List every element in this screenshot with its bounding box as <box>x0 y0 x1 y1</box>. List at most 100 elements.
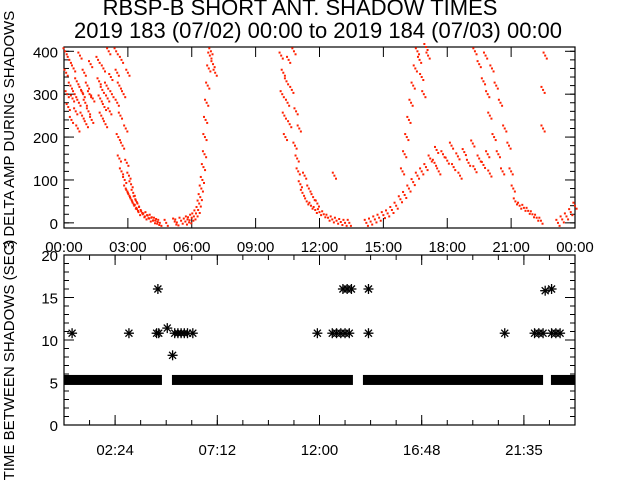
data-point <box>430 160 433 163</box>
data-point <box>116 71 119 74</box>
data-point <box>200 163 203 166</box>
data-point <box>531 213 534 216</box>
data-point <box>100 100 103 103</box>
data-point <box>140 210 143 213</box>
data-point <box>443 156 446 159</box>
data-point <box>195 212 198 215</box>
data-point <box>97 58 100 61</box>
data-point <box>376 213 379 216</box>
data-point <box>403 153 406 156</box>
data-point <box>542 88 545 91</box>
data-point <box>482 163 485 166</box>
data-point <box>90 118 93 121</box>
data-point <box>198 211 201 214</box>
data-point <box>130 188 133 191</box>
data-point <box>401 170 404 173</box>
data-point <box>83 120 86 123</box>
data-point <box>365 221 368 224</box>
data-point <box>109 76 112 79</box>
data-point <box>463 151 466 154</box>
data-point <box>72 67 75 70</box>
data-point <box>81 68 84 71</box>
data-point <box>406 115 409 118</box>
data-point <box>418 58 421 61</box>
data-point <box>213 66 216 69</box>
data-point <box>405 136 408 139</box>
data-point <box>280 54 283 57</box>
data-point <box>122 173 125 176</box>
data-point <box>80 88 83 91</box>
data-point <box>126 171 129 174</box>
data-point <box>118 167 121 170</box>
data-point <box>412 181 415 184</box>
data-point <box>447 162 450 165</box>
data-point <box>488 156 491 159</box>
bottom-plot-time-between: 0 5 10 15 20 02:24 07:12 12:00 16:48 21:35 <box>41 248 576 459</box>
data-point <box>189 213 192 216</box>
data-point <box>125 188 128 191</box>
data-point <box>418 53 421 56</box>
data-point <box>459 174 462 177</box>
data-point <box>69 61 72 64</box>
data-point <box>420 76 423 79</box>
data-point <box>403 173 406 176</box>
data-point <box>414 67 417 70</box>
plot-frame <box>63 46 576 229</box>
data-point <box>130 199 133 202</box>
data-point <box>73 100 76 103</box>
data-point <box>118 84 121 87</box>
data-point <box>288 123 291 126</box>
data-point <box>497 98 500 101</box>
data-point <box>472 47 475 50</box>
data-point <box>173 220 176 223</box>
data-point <box>133 203 136 206</box>
data-point <box>558 224 561 227</box>
data-point <box>297 170 300 173</box>
data-point <box>305 200 308 203</box>
data-point <box>495 150 498 153</box>
data-point <box>311 207 314 210</box>
data-point <box>82 93 85 96</box>
data-point <box>137 211 140 214</box>
data-point <box>460 177 463 180</box>
data-point <box>148 213 151 216</box>
data-point <box>103 106 106 109</box>
data-point <box>484 83 487 86</box>
data-point <box>83 96 86 99</box>
data-point <box>202 181 205 184</box>
data-point <box>529 210 532 213</box>
star-point <box>162 323 173 334</box>
star-point <box>153 328 164 339</box>
data-point <box>385 209 388 212</box>
data-point <box>290 88 293 91</box>
data-point <box>118 139 121 142</box>
data-point <box>165 221 168 224</box>
data-point <box>486 57 489 60</box>
data-point <box>301 171 304 174</box>
data-point <box>90 96 93 99</box>
data-point <box>278 51 281 54</box>
data-point <box>99 83 102 86</box>
data-point <box>205 81 208 84</box>
data-point <box>296 157 299 160</box>
y-tick-label: 400 <box>33 44 58 61</box>
data-point <box>101 117 104 120</box>
data-point <box>66 93 69 96</box>
data-point <box>99 97 102 100</box>
data-point <box>198 184 201 187</box>
data-point <box>208 47 211 50</box>
data-point <box>482 80 485 83</box>
data-point <box>399 167 402 170</box>
data-point <box>292 141 295 144</box>
data-point <box>424 166 427 169</box>
data-point <box>479 66 482 69</box>
data-point <box>422 93 425 96</box>
data-point <box>524 209 527 212</box>
data-point <box>371 223 374 226</box>
data-point <box>129 177 132 180</box>
data-point <box>68 115 71 118</box>
data-point <box>110 113 113 116</box>
data-point <box>75 80 78 83</box>
data-point <box>556 221 559 224</box>
data-point <box>465 158 468 161</box>
